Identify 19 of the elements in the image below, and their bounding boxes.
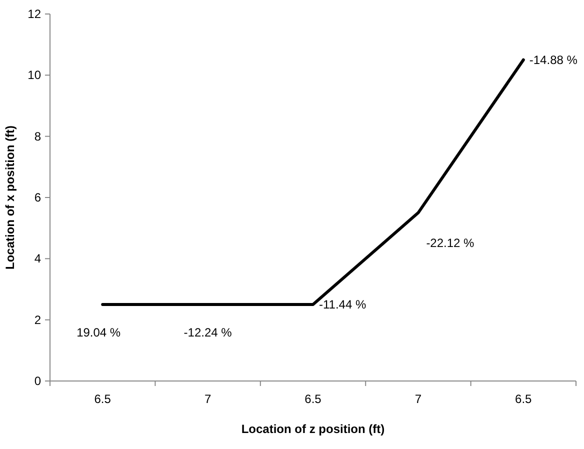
y-axis-title: Location of x position (ft) (3, 126, 17, 270)
x-tick-label: 6.5 (94, 392, 112, 406)
x-tick-label: 6.5 (515, 392, 532, 406)
annotation: -11.44 % (319, 298, 366, 312)
y-tick-label: 2 (34, 312, 42, 327)
x-tick-label: 7 (414, 392, 422, 406)
annotation: 19.04 % (76, 326, 121, 340)
x-axis-title: Location of z position (ft) (241, 422, 385, 436)
y-tick-label: 12 (28, 7, 42, 21)
y-tick-label: 10 (28, 68, 42, 82)
annotation: -14.88 % (529, 52, 578, 67)
y-tick-label: 0 (34, 374, 42, 388)
annotation: -22.12 % (426, 236, 475, 250)
annotation: -12.24 % (184, 326, 232, 340)
x-tick-label: 7 (204, 392, 212, 406)
y-tick-label: 6 (34, 190, 42, 204)
x-tick-label: 6.5 (304, 392, 322, 406)
y-tick-label: 4 (34, 252, 42, 266)
y-tick-label: 8 (34, 129, 42, 144)
